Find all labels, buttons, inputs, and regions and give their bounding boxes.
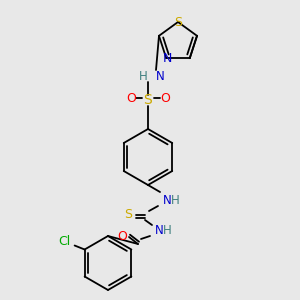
Text: N: N bbox=[163, 194, 172, 206]
Text: S: S bbox=[144, 93, 152, 107]
Text: H: H bbox=[171, 194, 180, 206]
Text: N: N bbox=[156, 70, 165, 83]
Text: S: S bbox=[124, 208, 132, 221]
Text: N: N bbox=[155, 224, 164, 236]
Text: S: S bbox=[174, 16, 182, 28]
Text: Cl: Cl bbox=[58, 235, 71, 248]
Text: H: H bbox=[139, 70, 148, 83]
Text: N: N bbox=[163, 52, 172, 65]
Text: O: O bbox=[117, 230, 127, 244]
Text: O: O bbox=[160, 92, 170, 104]
Text: O: O bbox=[126, 92, 136, 104]
Text: H: H bbox=[163, 224, 172, 236]
